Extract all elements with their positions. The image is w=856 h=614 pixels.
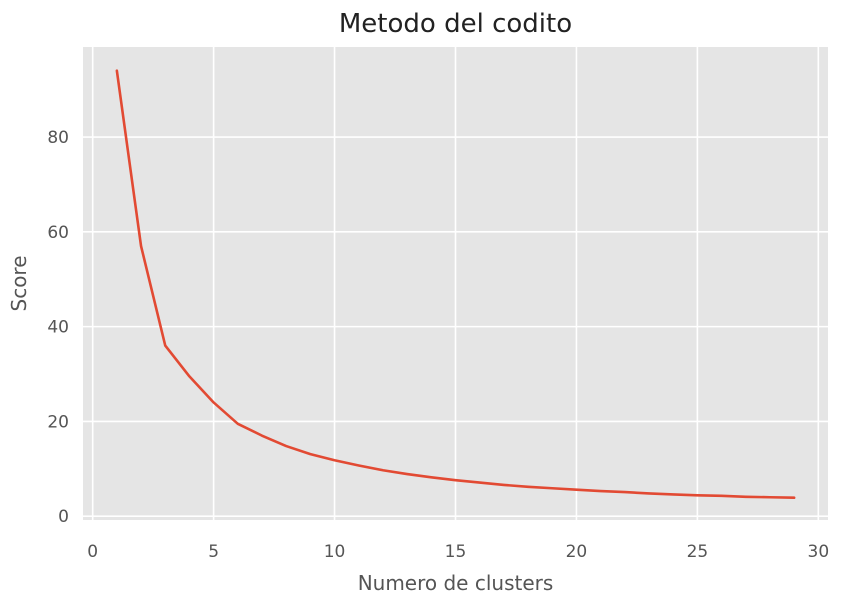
x-tick-label: 5 [208,542,219,562]
x-tick-label: 15 [445,542,467,562]
y-tick-label: 80 [47,128,69,148]
y-axis-label: Score [7,255,31,311]
x-tick-label: 0 [87,542,98,562]
x-tick-label: 20 [566,542,588,562]
y-tick-label: 40 [47,318,69,338]
series-layer [115,69,796,500]
tick-labels: 0 5 10 15 20 25 30 0 20 40 60 80 [47,128,829,562]
score-series-line [115,69,796,500]
x-tick-label: 25 [687,542,709,562]
grid-lines [83,47,828,520]
x-tick-label: 10 [324,542,346,562]
y-tick-label: 60 [47,223,69,243]
x-tick-label: 30 [808,542,830,562]
y-tick-label: 20 [47,412,69,432]
y-tick-label: 0 [58,507,69,527]
chart-title: Metodo del codito [339,9,572,39]
x-axis-label: Numero de clusters [358,571,554,595]
